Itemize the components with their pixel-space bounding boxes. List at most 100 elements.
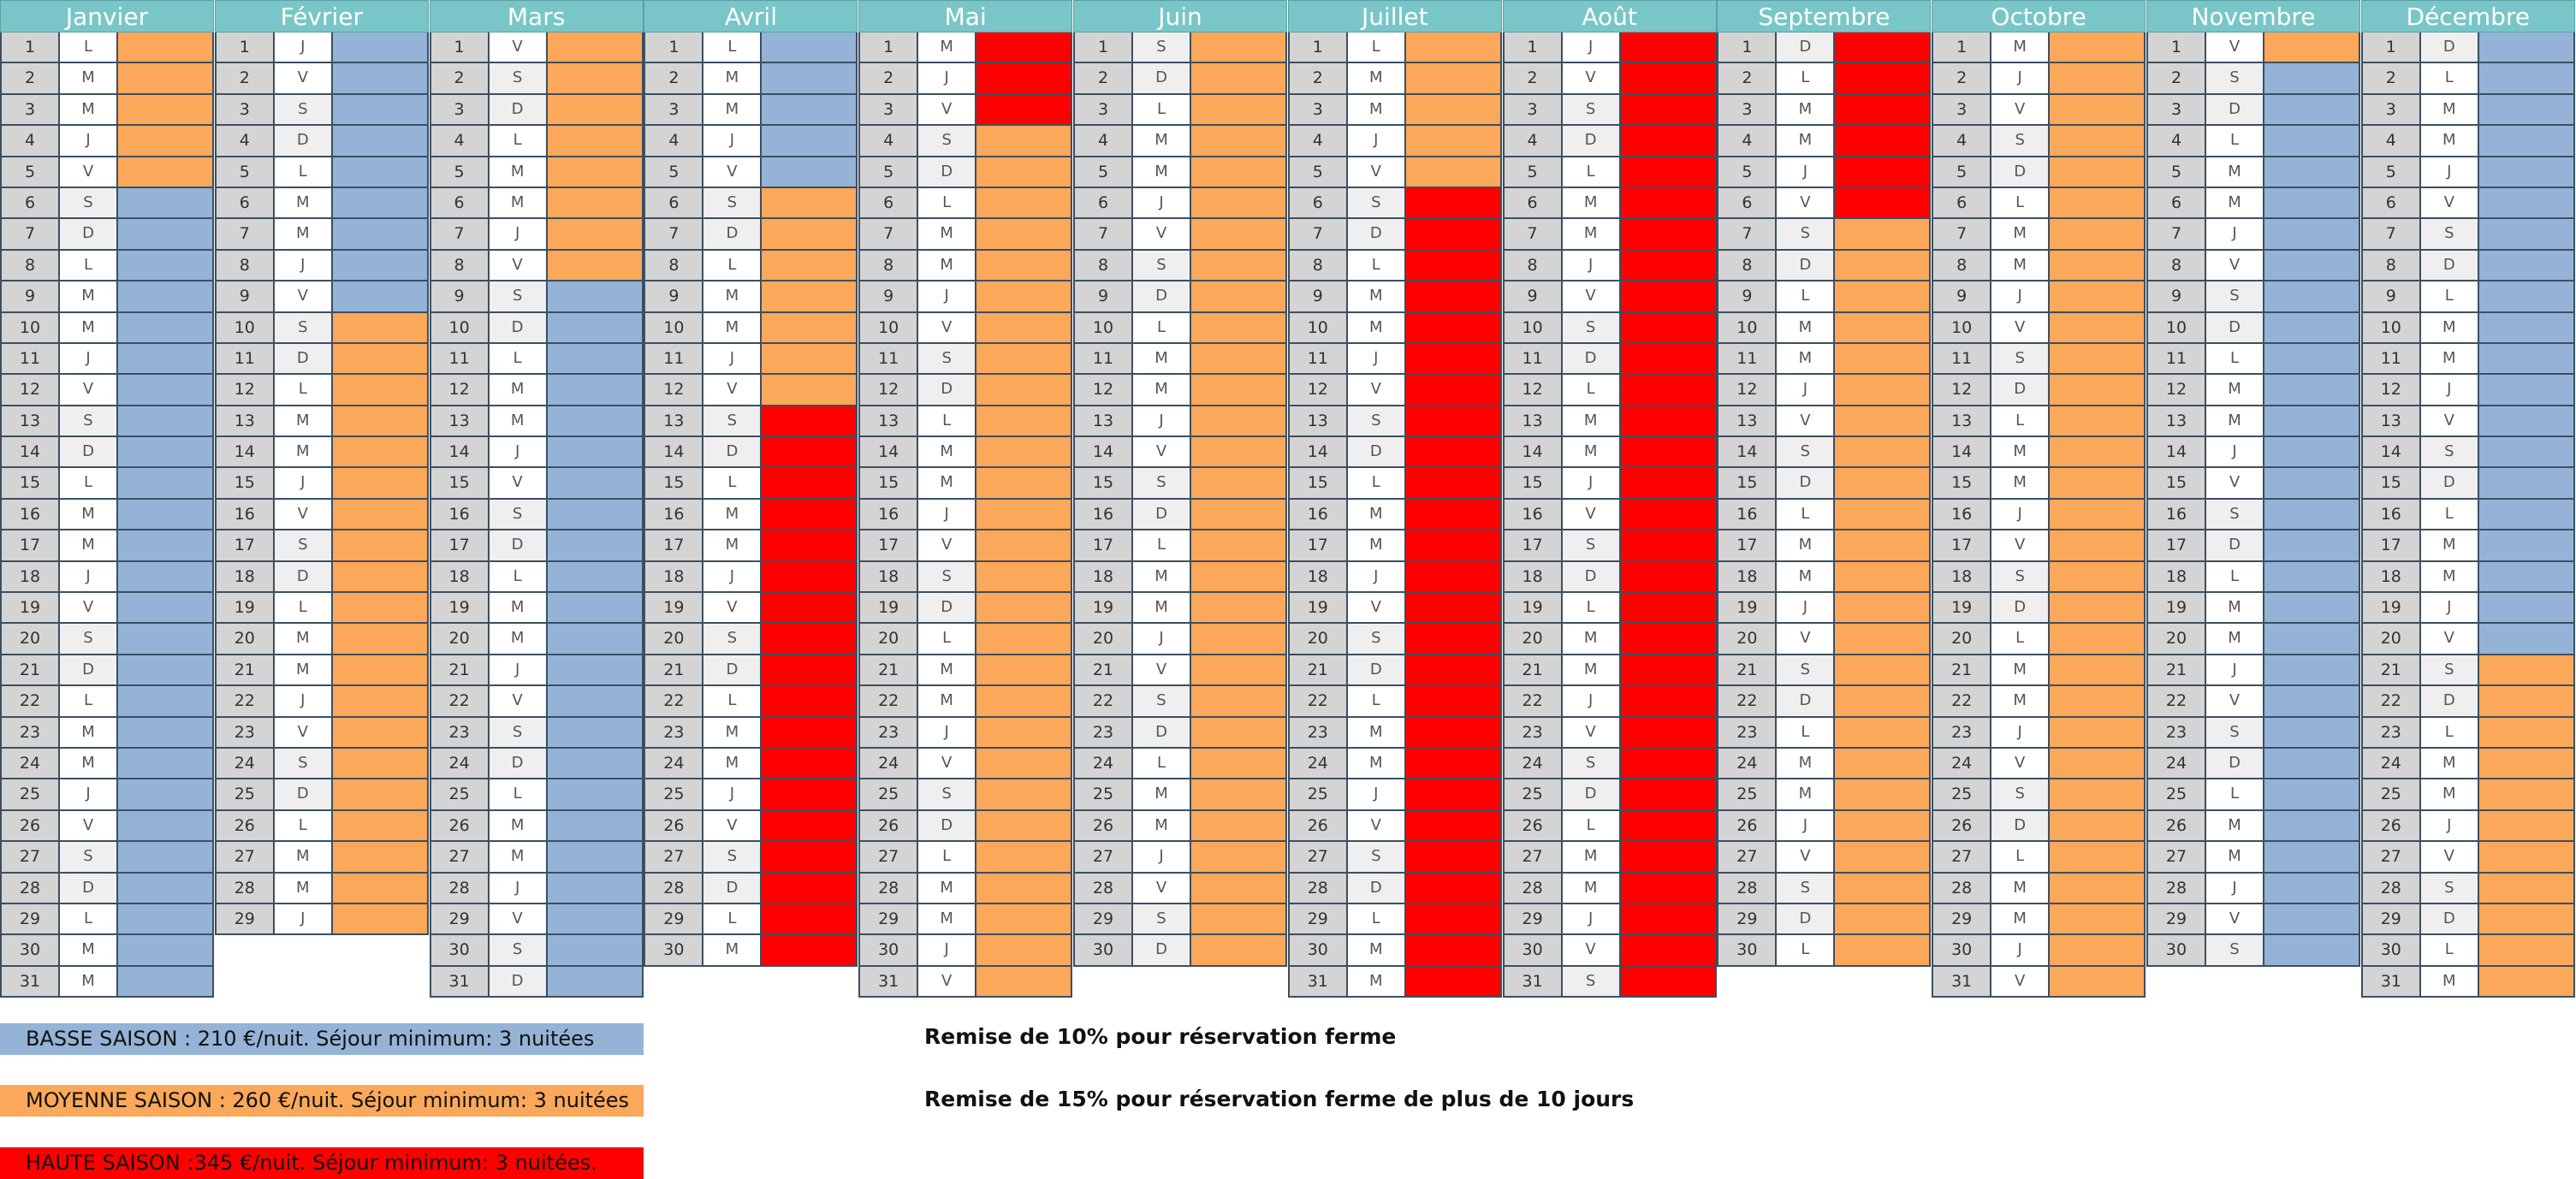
season-cell-haute[interactable] [1620, 842, 1717, 872]
season-cell-haute[interactable] [762, 810, 858, 841]
season-cell-moyenne[interactable] [1191, 157, 1287, 187]
season-cell-haute[interactable] [976, 94, 1073, 125]
season-cell-basse[interactable] [118, 873, 214, 903]
season-cell-basse[interactable] [2264, 624, 2360, 654]
season-cell-moyenne[interactable] [1191, 312, 1287, 342]
season-cell-moyenne[interactable] [1835, 904, 1932, 934]
season-cell-basse[interactable] [547, 468, 644, 498]
season-cell-haute[interactable] [762, 717, 858, 747]
season-cell-moyenne[interactable] [1835, 281, 1932, 311]
season-cell-moyenne[interactable] [976, 655, 1073, 685]
season-cell-basse[interactable] [547, 312, 644, 342]
season-cell-basse[interactable] [762, 126, 858, 156]
season-cell-haute[interactable] [1835, 94, 1932, 125]
season-cell-basse[interactable] [2264, 63, 2360, 93]
season-cell-basse[interactable] [118, 375, 214, 405]
season-cell-moyenne[interactable] [1191, 33, 1287, 62]
season-cell-basse[interactable] [2478, 126, 2575, 156]
season-cell-haute[interactable] [1620, 406, 1717, 436]
season-cell-basse[interactable] [547, 686, 644, 716]
season-cell-haute[interactable] [1620, 873, 1717, 903]
season-cell-moyenne[interactable] [2478, 842, 2575, 872]
season-cell-moyenne[interactable] [976, 375, 1073, 405]
season-cell-basse[interactable] [118, 686, 214, 716]
season-cell-moyenne[interactable] [1835, 655, 1932, 685]
season-cell-moyenne[interactable] [976, 873, 1073, 903]
season-cell-moyenne[interactable] [547, 63, 644, 93]
season-cell-haute[interactable] [1405, 810, 1502, 841]
season-cell-moyenne[interactable] [1191, 748, 1287, 779]
season-cell-moyenne[interactable] [2050, 873, 2146, 903]
season-cell-basse[interactable] [118, 281, 214, 311]
season-cell-moyenne[interactable] [2050, 312, 2146, 342]
season-cell-haute[interactable] [1405, 593, 1502, 623]
season-cell-basse[interactable] [2264, 748, 2360, 779]
season-cell-haute[interactable] [1405, 187, 1502, 218]
season-cell-moyenne[interactable] [1835, 375, 1932, 405]
season-cell-moyenne[interactable] [1191, 904, 1287, 934]
season-cell-basse[interactable] [2478, 499, 2575, 530]
season-cell-basse[interactable] [2264, 437, 2360, 467]
season-cell-basse[interactable] [332, 63, 429, 93]
season-cell-moyenne[interactable] [2050, 157, 2146, 187]
season-cell-moyenne[interactable] [1191, 343, 1287, 374]
season-cell-moyenne[interactable] [1835, 250, 1932, 281]
season-cell-basse[interactable] [2264, 810, 2360, 841]
season-cell-moyenne[interactable] [547, 219, 644, 249]
season-cell-moyenne[interactable] [1405, 157, 1502, 187]
season-cell-moyenne[interactable] [976, 748, 1073, 779]
season-cell-haute[interactable] [1620, 748, 1717, 779]
season-cell-moyenne[interactable] [1835, 748, 1932, 779]
season-cell-moyenne[interactable] [332, 624, 429, 654]
season-cell-basse[interactable] [118, 499, 214, 530]
season-cell-basse[interactable] [118, 406, 214, 436]
season-cell-moyenne[interactable] [1191, 375, 1287, 405]
season-cell-haute[interactable] [976, 33, 1073, 62]
season-cell-basse[interactable] [118, 437, 214, 467]
season-cell-basse[interactable] [118, 468, 214, 498]
season-cell-haute[interactable] [1405, 406, 1502, 436]
season-cell-haute[interactable] [762, 779, 858, 809]
season-cell-basse[interactable] [2264, 842, 2360, 872]
season-cell-moyenne[interactable] [976, 157, 1073, 187]
season-cell-basse[interactable] [2264, 530, 2360, 560]
season-cell-moyenne[interactable] [976, 530, 1073, 560]
season-cell-moyenne[interactable] [2050, 655, 2146, 685]
season-cell-basse[interactable] [762, 33, 858, 62]
season-cell-moyenne[interactable] [762, 312, 858, 342]
season-cell-moyenne[interactable] [2050, 966, 2146, 997]
season-cell-moyenne[interactable] [1835, 935, 1932, 965]
season-cell-basse[interactable] [332, 187, 429, 218]
season-cell-moyenne[interactable] [1191, 94, 1287, 125]
season-cell-moyenne[interactable] [2264, 33, 2360, 62]
season-cell-moyenne[interactable] [1835, 499, 1932, 530]
season-cell-basse[interactable] [332, 281, 429, 311]
season-cell-moyenne[interactable] [2050, 187, 2146, 218]
season-cell-basse[interactable] [547, 624, 644, 654]
season-cell-basse[interactable] [2264, 561, 2360, 592]
season-cell-moyenne[interactable] [2478, 873, 2575, 903]
season-cell-basse[interactable] [547, 810, 644, 841]
season-cell-moyenne[interactable] [976, 312, 1073, 342]
season-cell-moyenne[interactable] [1191, 250, 1287, 281]
season-cell-basse[interactable] [2478, 530, 2575, 560]
season-cell-moyenne[interactable] [1191, 437, 1287, 467]
season-cell-basse[interactable] [2264, 406, 2360, 436]
season-cell-haute[interactable] [1405, 499, 1502, 530]
season-cell-moyenne[interactable] [1835, 717, 1932, 747]
season-cell-moyenne[interactable] [547, 250, 644, 281]
season-cell-moyenne[interactable] [2050, 561, 2146, 592]
season-cell-haute[interactable] [1620, 63, 1717, 93]
season-cell-basse[interactable] [2478, 468, 2575, 498]
season-cell-moyenne[interactable] [2050, 624, 2146, 654]
season-cell-moyenne[interactable] [2050, 842, 2146, 872]
season-cell-basse[interactable] [547, 499, 644, 530]
season-cell-moyenne[interactable] [1835, 219, 1932, 249]
season-cell-basse[interactable] [118, 561, 214, 592]
season-cell-haute[interactable] [1405, 966, 1502, 997]
season-cell-moyenne[interactable] [976, 935, 1073, 965]
season-cell-haute[interactable] [1620, 655, 1717, 685]
season-cell-moyenne[interactable] [976, 468, 1073, 498]
season-cell-moyenne[interactable] [1191, 842, 1287, 872]
season-cell-basse[interactable] [2264, 873, 2360, 903]
